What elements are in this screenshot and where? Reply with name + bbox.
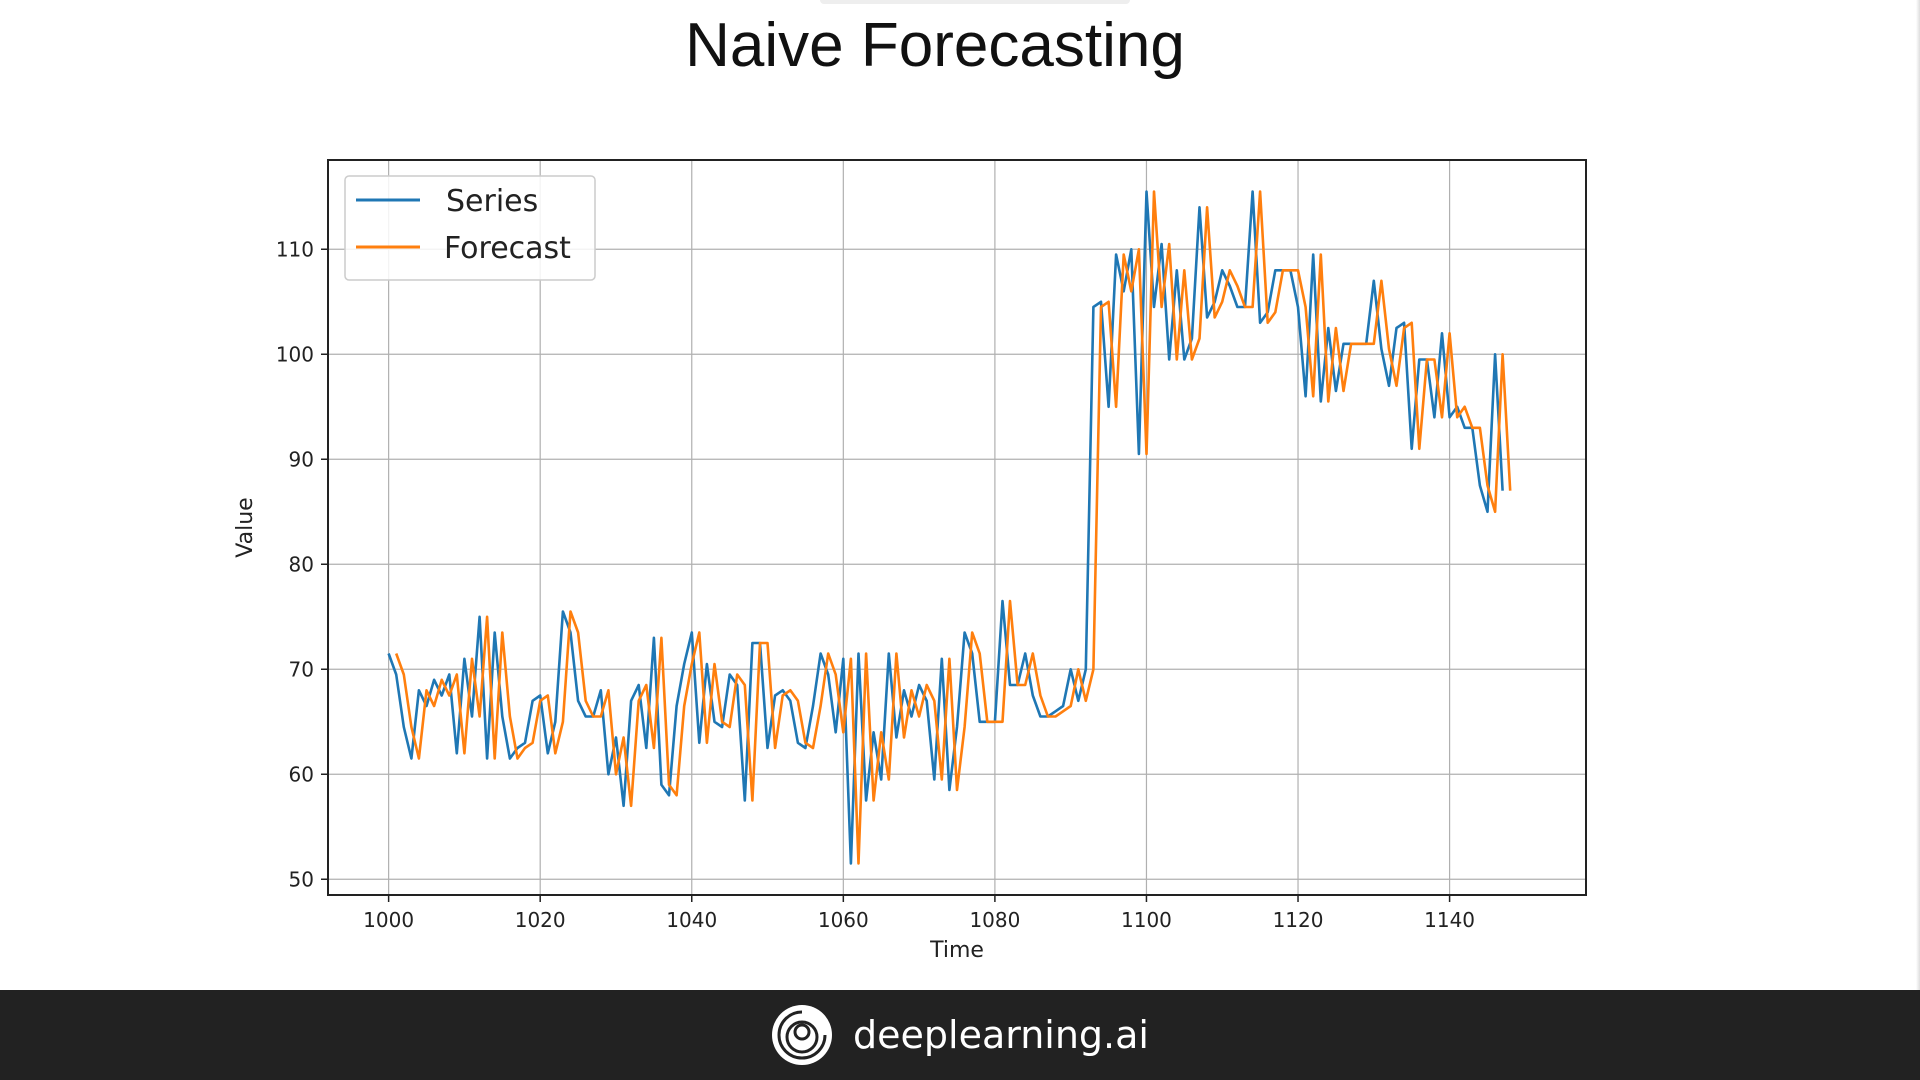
y-tick-label: 90 (289, 447, 314, 471)
chart-legend: Series Forecast (344, 175, 596, 281)
footer-brand: deeplearning.ai (0, 990, 1920, 1080)
legend-label-forecast: Forecast (444, 231, 571, 266)
x-axis-label: Time (929, 938, 984, 963)
y-tick-label: 80 (289, 552, 314, 576)
brand-name: deeplearning.ai (853, 1013, 1149, 1057)
x-tick-label: 1100 (1121, 908, 1172, 932)
footer-bar: deeplearning.ai (0, 990, 1920, 1080)
plot-frame (327, 159, 1587, 896)
y-tick-label: 100 (276, 342, 314, 366)
y-tick-label: 70 (289, 657, 314, 681)
slide-title: Naive Forecasting (685, 11, 1185, 80)
grid-lines (328, 160, 1586, 895)
x-tick-label: 1020 (515, 908, 566, 932)
x-tick-label: 1060 (818, 908, 869, 932)
y-tick-label: 110 (276, 237, 314, 261)
x-tick-label: 1040 (666, 908, 717, 932)
y-tick-label: 50 (289, 867, 314, 891)
deeplearning-logo-icon (772, 1005, 833, 1065)
right-edge-decoration (1916, 0, 1920, 990)
series-lines (387, 190, 1512, 865)
legend-box (344, 175, 596, 281)
y-axis-label: Value (233, 497, 258, 557)
x-tick-label: 1140 (1424, 908, 1475, 932)
x-tick-label: 1080 (969, 908, 1020, 932)
series-line-series (387, 190, 1504, 865)
y-tick-label: 60 (289, 762, 314, 786)
forecast-chart: 1000 1020 1040 1060 1080 1100 1120 1140 50 60 70 80… (233, 159, 1587, 963)
axis-ticks: 1000 1020 1040 1060 1080 1100 1120 1140 50 60 70 80… (276, 237, 1475, 932)
legend-label-series: Series (446, 184, 538, 219)
x-tick-label: 1120 (1273, 908, 1324, 932)
series-line-forecast (394, 190, 1512, 865)
top-edge-decoration (820, 0, 1130, 4)
x-tick-label: 1000 (363, 908, 414, 932)
